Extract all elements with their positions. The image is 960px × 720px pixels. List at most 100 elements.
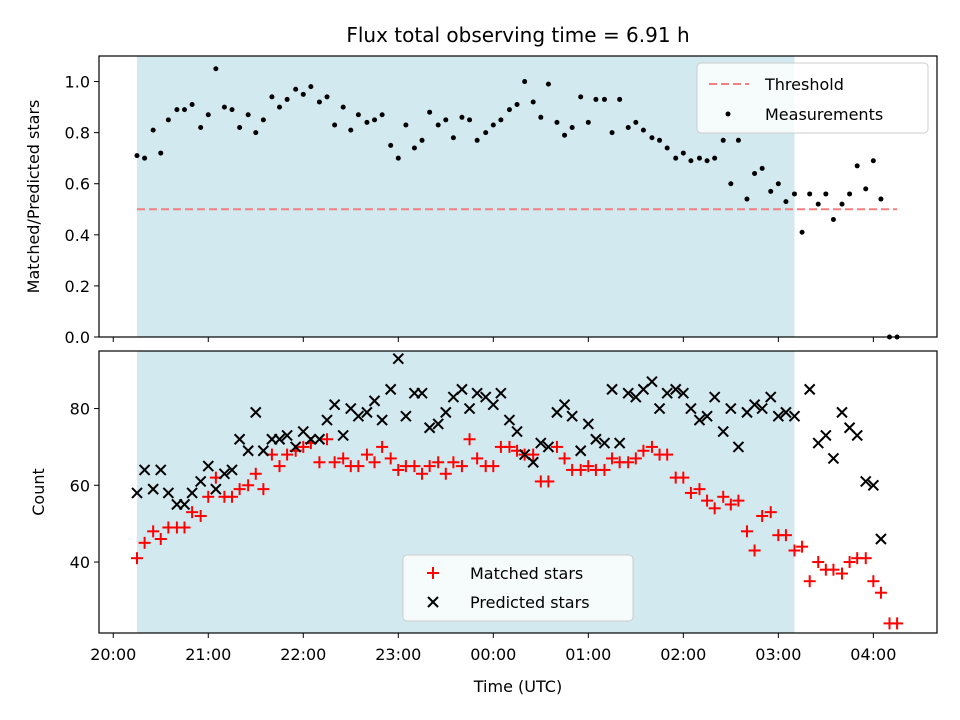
matched-star-marker (708, 502, 721, 515)
measurement-point (752, 171, 758, 177)
legend-measurements-swatch (725, 111, 731, 117)
predicted-star-marker (542, 441, 555, 453)
x-tick-label: 21:00 (185, 645, 231, 664)
predicted-star-marker (352, 410, 365, 422)
predicted-star-marker (313, 433, 326, 445)
predicted-star-marker (748, 399, 761, 411)
x-axis-label: Time (UTC) (473, 677, 562, 696)
matched-star-marker (812, 556, 825, 569)
predicted-star-marker (606, 383, 618, 396)
measurement-point (609, 130, 615, 136)
matched-star-marker (202, 490, 215, 503)
predicted-star-marker (582, 418, 595, 430)
predicted-star-marker (337, 429, 349, 442)
top-y-ticks: 0.0 0.2 0.4 0.6 0.8 1.0 (65, 73, 99, 347)
predicted-star-marker (178, 498, 191, 511)
top-legend-box (696, 62, 929, 134)
predicted-star-marker (273, 433, 286, 445)
predicted-star-marker (820, 429, 832, 442)
measurement-point (388, 142, 394, 148)
x-tick-label: 04:00 (850, 645, 896, 664)
predicted-star-marker (257, 445, 270, 457)
measurement-point (450, 135, 456, 141)
measurement-point (649, 135, 655, 141)
measurement-point (768, 188, 774, 194)
bottom-axes-frame (98, 350, 938, 634)
top-x-ticks (112, 337, 874, 342)
measurement-point (712, 155, 718, 161)
matched-star-marker (717, 490, 730, 503)
matched-star-marker (629, 452, 642, 465)
measurement-point (578, 94, 584, 100)
predicted-star-marker (432, 418, 444, 430)
measurement-point (633, 119, 639, 125)
predicted-star-marker (677, 387, 690, 399)
bottom-y-axis-label: Count (29, 468, 48, 516)
predicted-star-marker (803, 383, 816, 396)
predicted-star-marker (242, 445, 254, 457)
matched-star-marker (843, 556, 856, 569)
x-tick-label: 20:00 (90, 645, 136, 664)
measurement-point (854, 163, 860, 169)
measurement-point (664, 145, 670, 151)
predicted-star-marker (701, 410, 713, 422)
matched-star-marker (788, 544, 801, 557)
matched-stars-markers (131, 433, 904, 630)
predicted-star-marker (392, 352, 404, 365)
measurement-point (878, 196, 884, 202)
bottom-y-tick-label: 40 (70, 553, 90, 572)
measurement-point (221, 104, 227, 110)
x-tick-label: 23:00 (375, 645, 421, 664)
matched-star-marker (503, 440, 516, 453)
measurement-point (530, 99, 536, 105)
matched-star-marker (194, 509, 207, 522)
matched-star-marker (732, 494, 745, 507)
matched-star-marker (835, 567, 848, 580)
predicted-star-marker (210, 483, 222, 495)
predicted-star-marker (717, 425, 729, 438)
measurement-point (791, 191, 797, 197)
measurement-point (253, 130, 259, 136)
top-panel: 0.0 0.2 0.4 0.6 0.8 1.0 Flux total observing … (24, 23, 938, 347)
predicted-star-marker (511, 425, 523, 438)
matched-star-marker (677, 471, 690, 484)
legend-predicted-swatch (427, 596, 439, 608)
measurement-point (783, 199, 789, 205)
matched-star-marker (582, 460, 595, 473)
bottom-legend-box (402, 554, 634, 622)
matched-star-marker (186, 506, 199, 519)
predicted-star-marker (416, 387, 428, 399)
matched-star-marker (178, 521, 191, 534)
measurement-point (332, 122, 338, 128)
measurement-point (213, 66, 219, 72)
predicted-star-marker (566, 410, 578, 422)
predicted-star-marker (440, 406, 452, 419)
matched-star-marker (154, 533, 167, 545)
measurement-point (284, 96, 290, 102)
measurement-point (562, 132, 568, 138)
measurement-point (474, 137, 480, 143)
measurement-points (134, 66, 900, 340)
matched-star-marker (242, 479, 255, 492)
measurement-point (134, 153, 140, 159)
predicted-star-marker (558, 399, 571, 411)
legend-matched-swatch (427, 567, 439, 579)
predicted-star-marker (456, 383, 468, 396)
measurement-point (150, 127, 156, 133)
predicted-star-marker (487, 399, 500, 411)
measurement-point (205, 112, 211, 118)
x-tick-label: 03:00 (755, 645, 801, 664)
predicted-star-marker (138, 464, 151, 476)
top-y-tick-label: 0.8 (65, 124, 90, 143)
measurement-point (198, 125, 204, 131)
measurement-point (277, 104, 283, 110)
predicted-star-marker (321, 414, 333, 426)
measurement-point (316, 99, 322, 105)
measurement-point (863, 186, 869, 192)
predicted-star-marker (613, 437, 626, 449)
top-y-tick-label: 0.4 (65, 226, 90, 245)
matched-star-marker (257, 483, 270, 496)
measurement-point (379, 112, 385, 118)
predicted-star-marker (202, 460, 214, 472)
matched-star-marker (337, 452, 350, 465)
